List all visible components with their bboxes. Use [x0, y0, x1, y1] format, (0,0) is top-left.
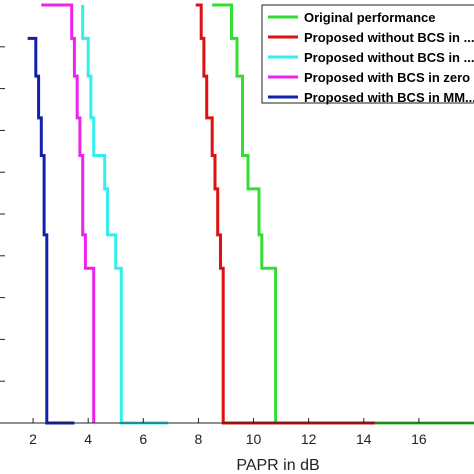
x-tick-label-2: 4 [84, 431, 92, 447]
axes-layer: 2 4 6 8 10 12 14 16 [0, 46, 474, 447]
series-line-5 [27, 36, 75, 425]
x-tick-label-8: 16 [411, 431, 427, 447]
x-tick-label-4: 8 [195, 431, 203, 447]
series-line-2 [195, 3, 375, 425]
series-line-4 [41, 3, 96, 423]
x-tick-label-7: 14 [356, 431, 372, 447]
series-line-1 [212, 3, 474, 425]
legend: Original performance Proposed without BCS… [261, 4, 474, 105]
x-axis-label: PAPR in dB [236, 457, 319, 474]
x-tick-label-1: 2 [29, 431, 37, 447]
series-line-3 [81, 5, 169, 425]
legend-box [261, 4, 474, 104]
legend-label-5: Proposed with BCS in MM... [304, 90, 474, 105]
legend-label-2: Proposed without BCS in ... [304, 30, 474, 45]
x-tick-label-6: 12 [301, 431, 317, 447]
series-layer [27, 3, 474, 425]
x-tick-label-5: 10 [246, 431, 262, 447]
legend-label-3: Proposed without BCS in ... [304, 50, 474, 65]
legend-label-1: Original performance [304, 10, 435, 25]
x-tick-label-3: 6 [139, 431, 147, 447]
legend-label-4: Proposed with BCS in zero ... [304, 70, 474, 85]
